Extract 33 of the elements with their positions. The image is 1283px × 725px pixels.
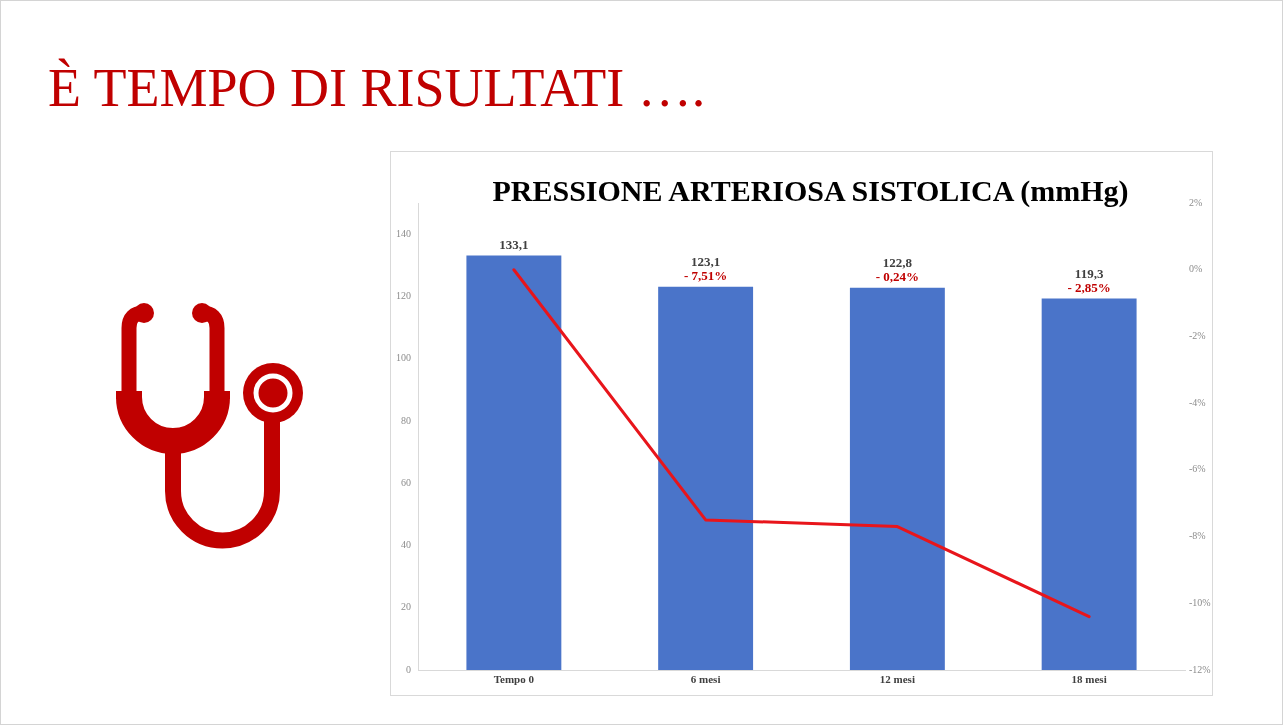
- data-label: 119,3: [1074, 265, 1104, 281]
- annotation: - 0,24%: [875, 268, 920, 284]
- data-label: 133,1: [499, 236, 529, 252]
- y2-tick-label: 0%: [1189, 263, 1203, 275]
- data-label: 123,1: [691, 253, 721, 269]
- y2-tick-label: -8%: [1189, 530, 1206, 542]
- y2-tick-label: -6%: [1189, 463, 1206, 475]
- bar: [849, 287, 945, 670]
- y2-tick-label: 2%: [1189, 196, 1203, 208]
- y2-tick-label: -4%: [1189, 396, 1206, 408]
- annotation: - 2,85%: [1067, 279, 1111, 295]
- bar: [466, 255, 562, 670]
- x-tick-label: 6 mesi: [690, 673, 721, 686]
- y-tick-label: 140: [396, 227, 411, 239]
- bar: [658, 286, 754, 670]
- y-tick-label: 120: [396, 290, 411, 302]
- x-tick-label: Tempo 0: [493, 673, 535, 686]
- y-tick-label: 0: [406, 663, 411, 675]
- chart-title: È TEMPO DI RISULTATI ….: [48, 58, 706, 118]
- y2-tick-label: -12%: [1189, 663, 1211, 675]
- y-tick-label: 60: [401, 476, 411, 488]
- x-tick-label: 18 mesi: [1071, 673, 1107, 686]
- y2-tick-label: -10%: [1189, 596, 1211, 608]
- y-tick-label: 100: [396, 352, 411, 364]
- y-tick-label: 40: [401, 539, 411, 551]
- y-tick-label: 80: [401, 414, 411, 426]
- x-tick-label: 12 mesi: [879, 673, 915, 686]
- annotation: - 7,51%: [683, 267, 728, 283]
- data-label: 122,8: [882, 254, 913, 270]
- y2-tick-label: -2%: [1189, 330, 1206, 342]
- y-tick-label: 20: [401, 601, 411, 613]
- chart-subtitle: PRESSIONE ARTERIOSA SISTOLICA (mmHg): [492, 174, 1129, 207]
- bar: [1041, 298, 1137, 670]
